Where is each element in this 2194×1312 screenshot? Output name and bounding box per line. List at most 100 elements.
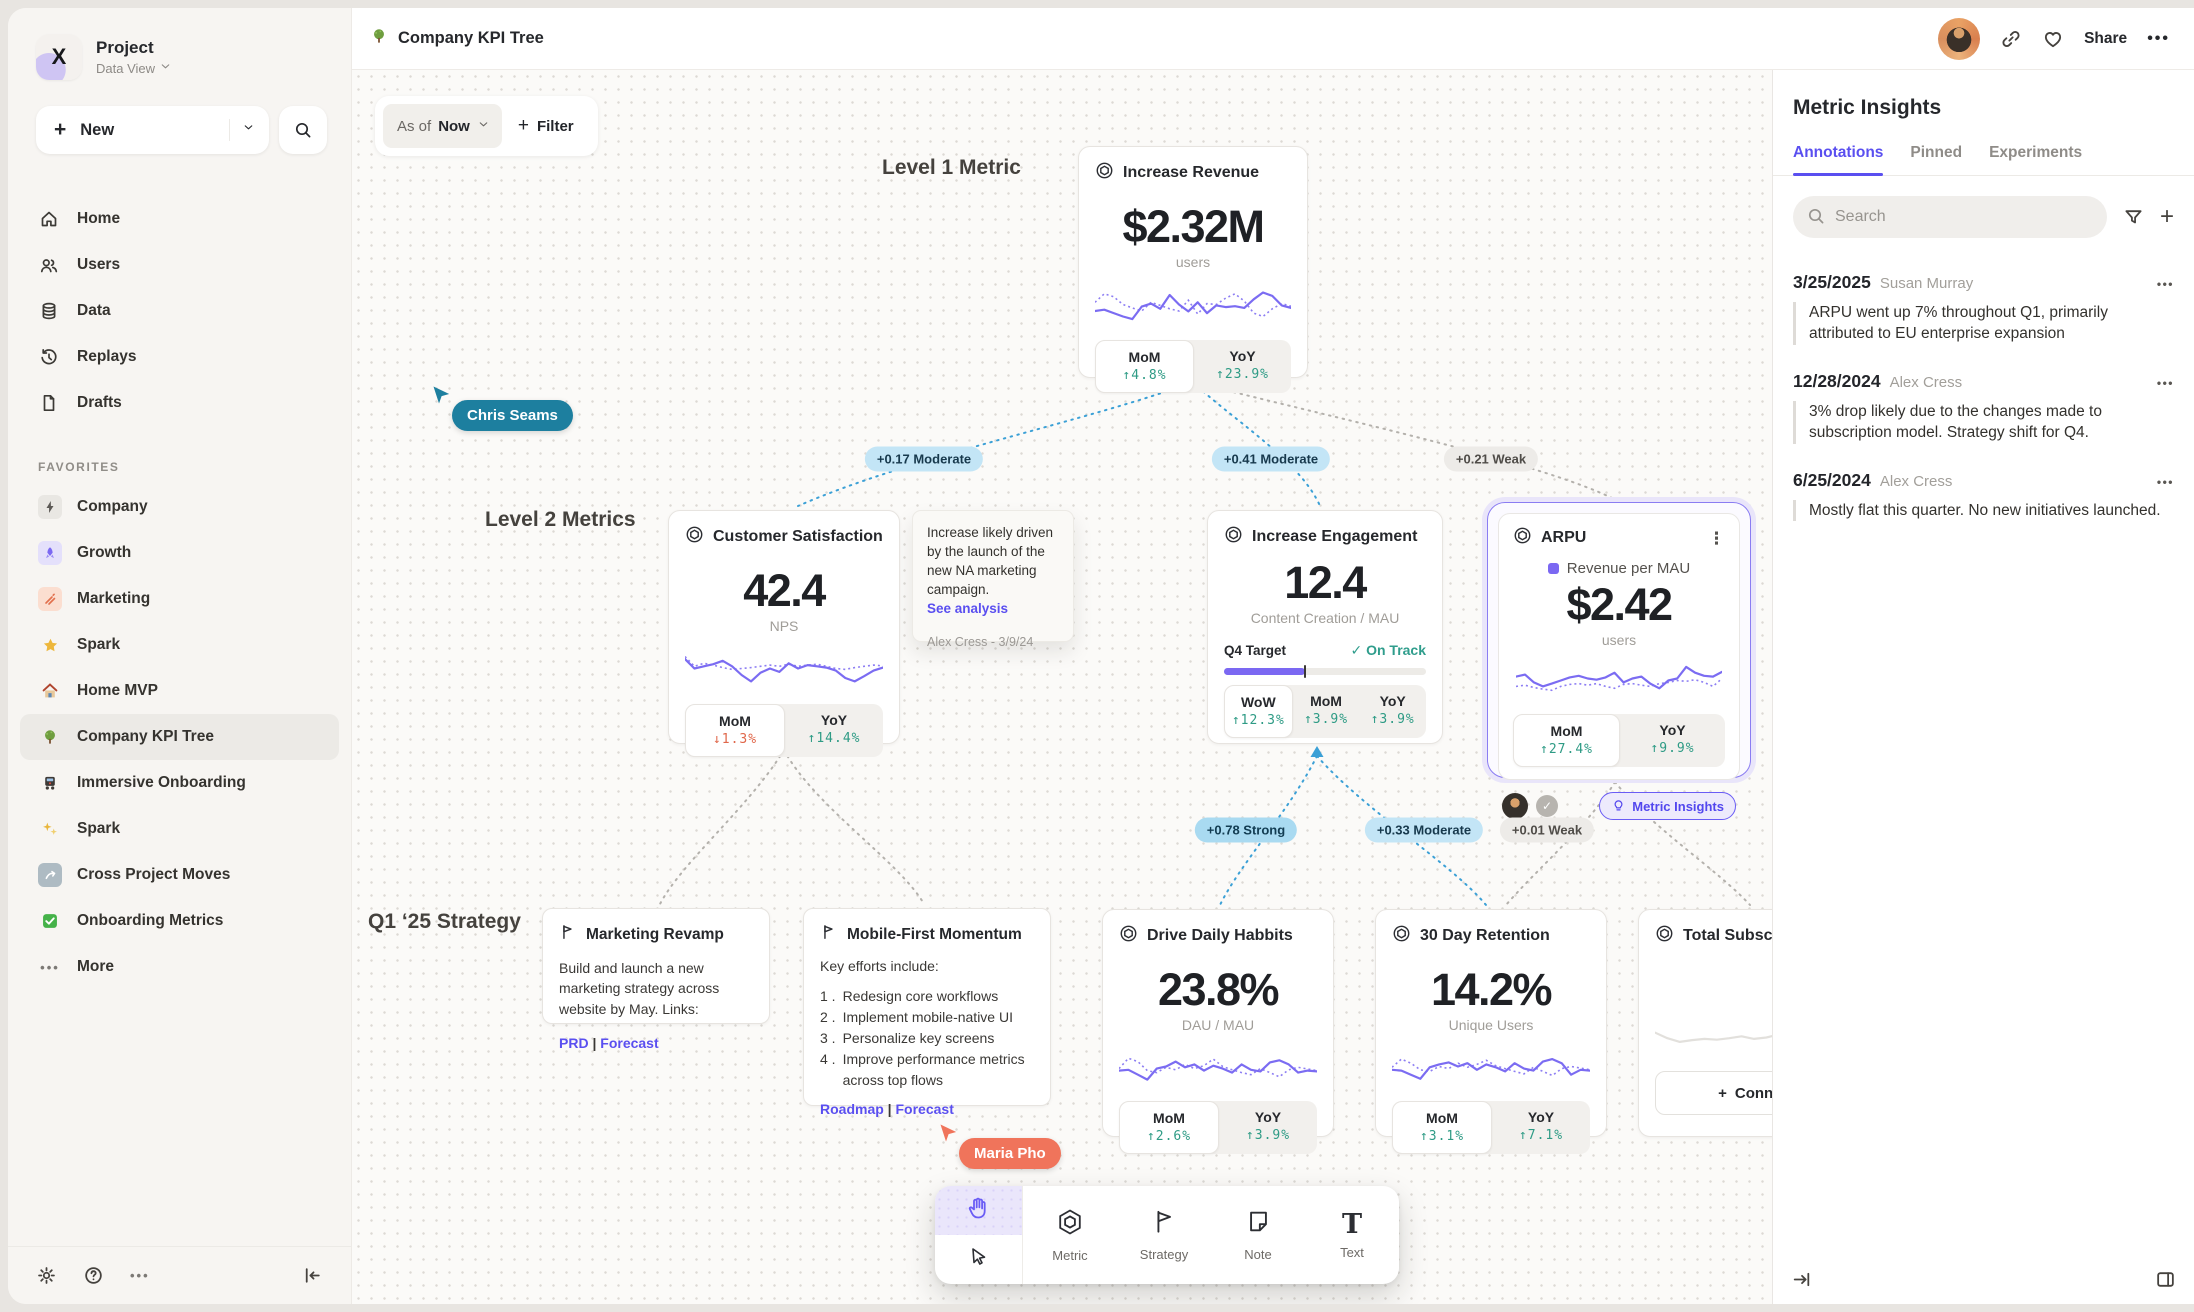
metric-insights-badge[interactable]: Metric Insights — [1599, 792, 1736, 820]
metric-card-arpu-selected[interactable]: ARPU ⋮ Revenue per MAU $2.42 users MoM ↑… — [1487, 502, 1751, 820]
hand-icon — [965, 1195, 992, 1227]
strategy-flag-icon — [820, 923, 838, 946]
metric-card-increase-revenue[interactable]: Increase Revenue $2.32M users MoM ↑4.8% … — [1078, 146, 1308, 393]
as-of-dropdown[interactable]: As of Now — [383, 104, 502, 148]
correlation-chip: +0.41 Moderate — [1211, 446, 1331, 472]
search-button[interactable] — [279, 106, 327, 154]
filter-button[interactable]: + Filter — [517, 115, 574, 136]
kpi-canvas[interactable]: As of Now + Filter Level 1 Metric Level … — [352, 70, 1772, 1304]
sparkline-chart — [1119, 1041, 1317, 1091]
metric-card-increase-engagement[interactable]: Increase Engagement 12.4 Content Creatio… — [1207, 510, 1443, 744]
annotations-search-input[interactable] — [1793, 196, 2107, 238]
app-logo: X — [36, 34, 82, 80]
share-button[interactable]: Share — [2084, 29, 2128, 47]
favorite-item-cross-project-moves[interactable]: Cross Project Moves — [20, 852, 339, 898]
metric-card-customer-satisfaction[interactable]: Customer Satisfaction 42.4 NPS MoM ↓1.3%… — [668, 510, 900, 757]
sidebar-item-home[interactable]: Home — [8, 196, 351, 242]
tab-annotations[interactable]: Annotations — [1793, 144, 1884, 176]
annotation-note-card[interactable]: Increase likely driven by the launch of … — [912, 510, 1074, 649]
metric-tool[interactable]: Metric — [1023, 1186, 1117, 1284]
tab-pinned[interactable]: Pinned — [1910, 144, 1963, 161]
add-annotation-icon[interactable]: + — [2159, 203, 2174, 230]
verified-check-icon: ✓ — [1536, 795, 1558, 817]
note-tool[interactable]: Note — [1211, 1186, 1305, 1284]
doc-link-forecast[interactable]: Forecast — [895, 1101, 954, 1118]
sidebar: X Project Data View + New Home Users — [8, 8, 352, 1304]
stat-yoy: YoY ↑9.9% — [1650, 722, 1695, 756]
metric-value: 14.2% — [1430, 964, 1553, 1015]
user-avatar[interactable] — [1938, 17, 1981, 60]
live-cursor-maria: Maria Pho — [937, 1122, 1061, 1169]
favorite-item-immersive-onboarding[interactable]: Immersive Onboarding — [20, 760, 339, 806]
favorite-item-growth[interactable]: Growth — [20, 530, 339, 576]
doc-link-roadmap[interactable]: Roadmap — [820, 1101, 884, 1118]
annotation-date: 6/25/2024 — [1793, 469, 1871, 490]
chevron-down-icon[interactable] — [242, 121, 255, 139]
strategy-card-marketing-revamp[interactable]: Marketing Revamp Build and launch a new … — [542, 908, 770, 1051]
project-view-switcher[interactable]: Data View — [96, 60, 172, 76]
house-icon — [38, 679, 62, 703]
metric-unit: users — [1601, 632, 1637, 648]
metric-card-30-day-retention[interactable]: 30 Day Retention 14.2% Unique Users MoM … — [1375, 909, 1607, 1154]
plus-icon: + — [517, 115, 529, 136]
favorite-item-marketing[interactable]: Marketing — [20, 576, 339, 622]
wave-icon — [38, 863, 62, 887]
sparkles-icon — [38, 817, 62, 841]
favorite-item-more[interactable]: ••• More — [20, 944, 339, 990]
annotation-menu-button[interactable]: ••• — [2156, 375, 2174, 390]
select-tool[interactable] — [935, 1235, 1022, 1284]
toggle-panel-icon[interactable] — [2155, 1269, 2176, 1290]
doc-link-forecast[interactable]: Forecast — [600, 1034, 659, 1051]
metric-card-drive-daily-habbits[interactable]: Drive Daily Habbits 23.8% DAU / MAU MoM … — [1102, 909, 1334, 1154]
sidebar-item-users[interactable]: Users — [8, 242, 351, 288]
sidebar-item-data[interactable]: Data — [8, 288, 351, 334]
strategy-card-mobile-first-momentum[interactable]: Mobile-First Momentum Key efforts includ… — [803, 908, 1051, 1117]
copy-link-icon[interactable] — [2000, 28, 2022, 50]
see-analysis-link[interactable]: See analysis — [927, 600, 1009, 616]
doc-link-prd[interactable]: PRD — [559, 1034, 589, 1051]
chevron-down-icon — [477, 118, 490, 135]
more-options-icon[interactable]: ••• — [130, 1268, 150, 1283]
favorite-item-spark[interactable]: Spark — [20, 806, 339, 852]
sparkline-chart — [1095, 278, 1291, 330]
annotation-menu-button[interactable]: ••• — [2156, 277, 2174, 291]
settings-gear-icon[interactable] — [36, 1265, 57, 1286]
metric-unit: Unique Users — [1448, 1017, 1534, 1033]
annotation-author: Alex Cress — [1879, 472, 1953, 490]
marketing-icon — [38, 587, 62, 611]
sidebar-item-replays[interactable]: Replays — [8, 334, 351, 380]
favorite-item-company[interactable]: Company — [20, 484, 339, 530]
metric-value: 12.4 — [1284, 557, 1367, 608]
hand-tool[interactable] — [935, 1186, 1022, 1235]
strategy-links: PRD | Forecast — [559, 1034, 659, 1051]
favorite-item-onboarding-metrics[interactable]: Onboarding Metrics — [20, 898, 339, 944]
correlation-chip: +0.17 Moderate — [864, 446, 984, 472]
new-button[interactable]: + New — [36, 106, 269, 154]
star-icon — [38, 633, 62, 657]
annotation-menu-button[interactable]: ••• — [2156, 474, 2174, 489]
favorite-item-company-kpi-tree[interactable]: Company KPI Tree — [20, 714, 339, 760]
search-icon — [1806, 206, 1826, 231]
expand-panel-icon[interactable] — [1791, 1269, 1812, 1290]
annotation-author: Susan Murray — [1879, 275, 1974, 292]
card-menu-icon[interactable]: ⋮ — [1708, 528, 1725, 548]
annotation-text: Mostly flat this quarter. No new initiat… — [1793, 499, 2174, 521]
metric-card-total-subscriptions[interactable]: Total Subscript + Connec — [1638, 909, 1772, 1137]
filter-funnel-icon[interactable] — [2123, 207, 2144, 228]
text-icon: T — [1341, 1208, 1363, 1240]
plus-icon: + — [1718, 1084, 1727, 1102]
collapse-sidebar-icon[interactable] — [302, 1265, 323, 1286]
favorite-heart-icon[interactable] — [2042, 28, 2064, 50]
dots-icon: ••• — [40, 959, 60, 975]
connect-button[interactable]: + Connec — [1655, 1071, 1772, 1115]
metric-hexagon-icon — [1095, 161, 1114, 185]
tab-experiments[interactable]: Experiments — [1989, 144, 2083, 161]
sidebar-item-drafts[interactable]: Drafts — [8, 380, 351, 426]
help-icon[interactable] — [83, 1265, 104, 1286]
favorite-item-spark[interactable]: Spark — [20, 622, 339, 668]
sparkline-chart — [1392, 1041, 1590, 1091]
favorite-item-home-mvp[interactable]: Home MVP — [20, 668, 339, 714]
text-tool[interactable]: T Text — [1340, 1208, 1364, 1260]
overflow-menu-icon[interactable]: ••• — [2147, 29, 2170, 47]
strategy-tool[interactable]: Strategy — [1117, 1186, 1211, 1284]
